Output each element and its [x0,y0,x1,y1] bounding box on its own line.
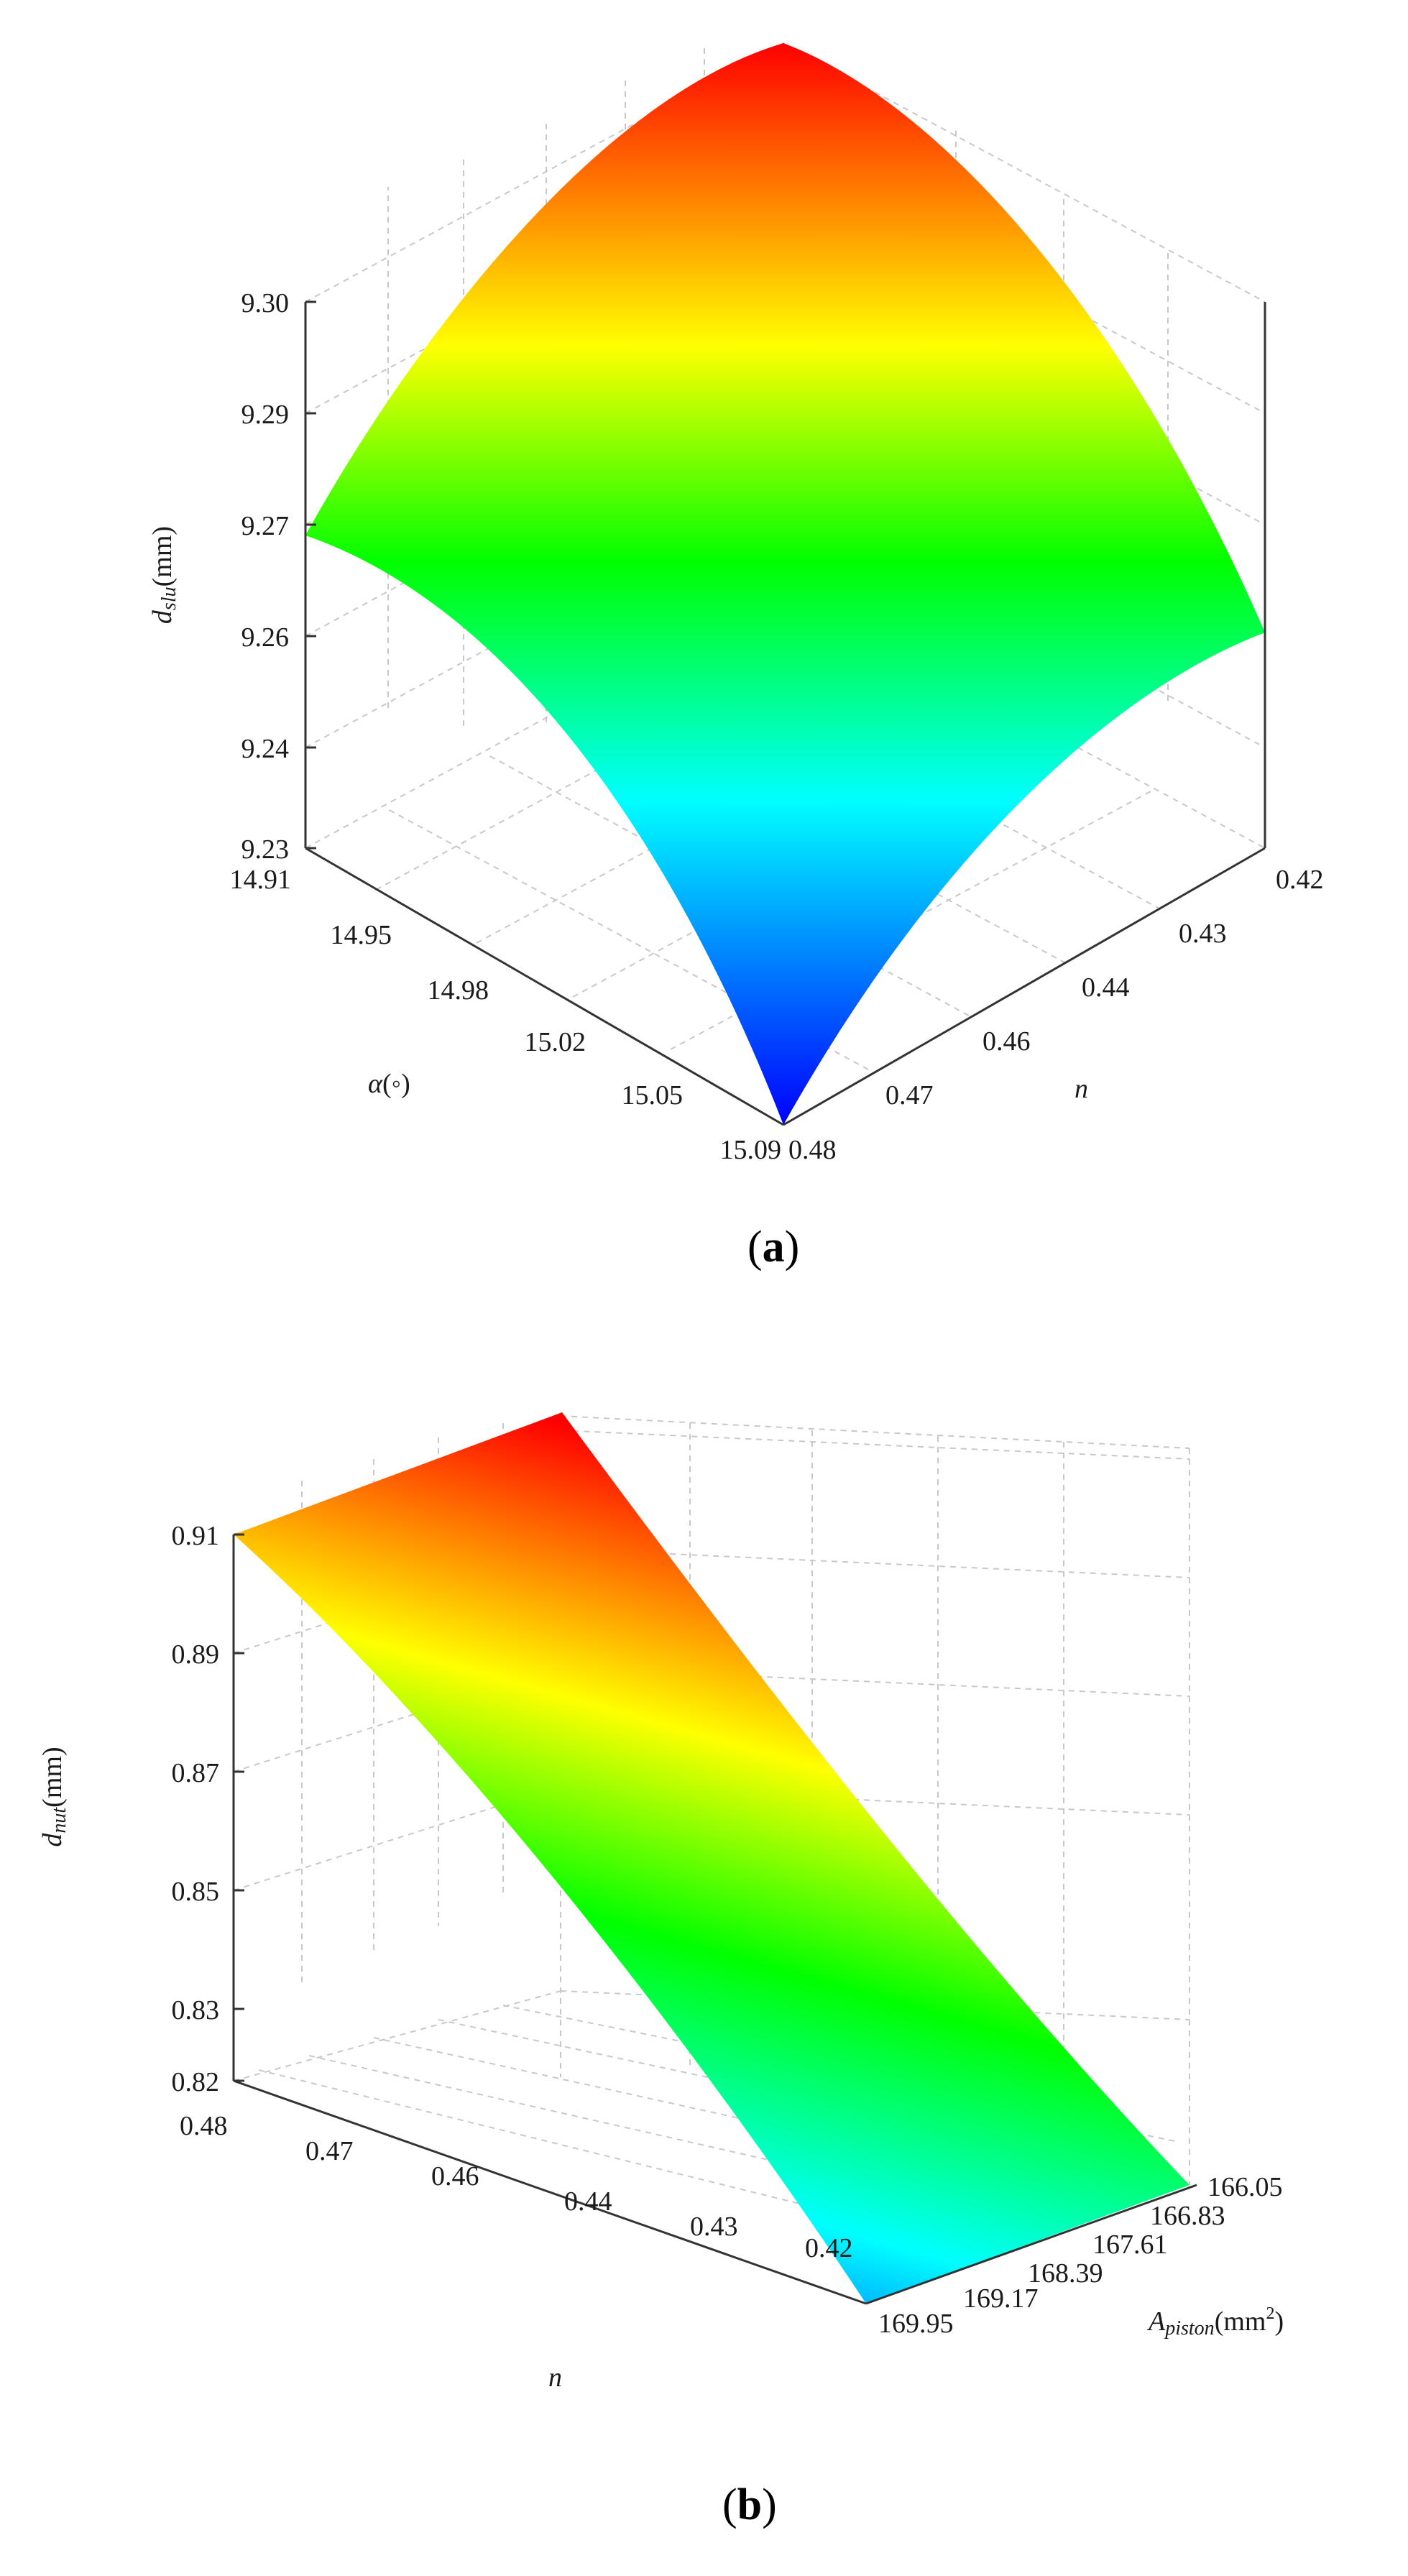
chart-b-z-tick: 0.91 [172,1521,220,1551]
chart-b-y-tick: 168.39 [1028,2258,1103,2288]
chart-b-y-tick: 166.05 [1207,2172,1283,2202]
chart-b-x-axis-label: n [548,2363,562,2393]
chart-b-y-tick: 169.95 [878,2309,954,2339]
chart-a-x-tick: 15.02 [525,1027,586,1057]
chart-a-z-tick: 9.29 [241,400,290,430]
chart-a-z-tick: 9.24 [241,734,290,764]
chart-a-axes [304,300,1266,1126]
chart-a-z-tick-labels: 9.30 9.29 9.27 9.26 9.24 9.23 [241,288,290,865]
chart-b-z-tick: 0.83 [172,1995,220,2025]
chart-b-y-tick-labels: 166.05 166.83 167.61 168.39 169.17 169.9… [878,2172,1283,2339]
chart-b-panel-label: (b) [722,2480,777,2529]
chart-b-x-tick: 0.47 [305,2136,354,2166]
chart-b-z-axis-label: dnut(mm) [37,1747,70,1846]
chart-a-y-tick: 0.46 [983,1026,1031,1057]
chart-a-surface [305,43,1265,1125]
chart-a-z-tick: 9.26 [241,622,290,653]
chart-b-x-tick: 0.44 [564,2186,612,2217]
chart-a-y-tick-labels: 0.42 0.43 0.44 0.46 0.47 0.48 [788,865,1324,1165]
chart-a-z-tick: 9.30 [241,288,290,318]
chart-b-surface [234,1412,1190,2304]
chart-b-z-tick: 0.85 [172,1877,220,1907]
chart-a-x-tick: 14.91 [230,865,292,895]
chart-a-panel-label: (a) [747,1223,799,1271]
chart-b-x-tick: 0.46 [431,2161,479,2191]
chart-a-x-axis-label: α(◦) [368,1069,410,1099]
chart-b-x-tick: 0.48 [180,2111,228,2141]
chart-a-z-tick: 9.27 [241,511,290,541]
chart-b-y-tick: 166.83 [1150,2201,1225,2231]
chart-a-y-tick: 0.44 [1082,972,1130,1003]
chart-b-x-tick: 0.42 [805,2233,853,2263]
chart-a: 9.30 9.29 9.27 9.26 9.24 9.23 14.91 14.9… [147,42,1324,1271]
chart-a-y-tick: 0.42 [1276,865,1324,895]
chart-b-x-tick-labels: 0.48 0.47 0.46 0.44 0.43 0.42 [180,2111,853,2263]
chart-b-z-tick: 0.82 [172,2067,220,2097]
chart-a-y-tick: 0.43 [1179,919,1227,949]
chart-a-y-tick: 0.48 [788,1135,837,1165]
chart-b-z-tick: 0.87 [172,1758,220,1788]
chart-b-x-tick: 0.43 [690,2212,738,2242]
chart-a-x-tick-labels: 14.91 14.95 14.98 15.02 15.05 15.09 [230,865,782,1165]
chart-a-z-axis-label: dslu(mm) [147,526,180,624]
chart-b-y-tick: 167.61 [1092,2230,1168,2260]
chart-a-y-tick: 0.47 [885,1080,934,1110]
chart-b-y-tick: 169.17 [963,2283,1039,2314]
chart-b-z-tick-labels: 0.91 0.89 0.87 0.85 0.83 0.82 [172,1521,220,2097]
chart-b: 0.91 0.89 0.87 0.85 0.83 0.82 0.48 0.47 … [37,1412,1284,2529]
chart-a-x-tick: 14.95 [331,920,392,950]
chart-a-y-axis-label: n [1075,1074,1088,1104]
chart-b-z-tick: 0.89 [172,1639,220,1670]
chart-a-z-tick: 9.23 [241,834,290,865]
chart-b-axes [232,1533,1197,2305]
chart-a-x-tick: 14.98 [428,975,489,1006]
chart-a-x-tick: 15.05 [622,1080,684,1110]
chart-a-x-tick: 15.09 [720,1135,782,1165]
chart-b-y-axis-label: Apiston(mm2) [1146,2304,1284,2340]
